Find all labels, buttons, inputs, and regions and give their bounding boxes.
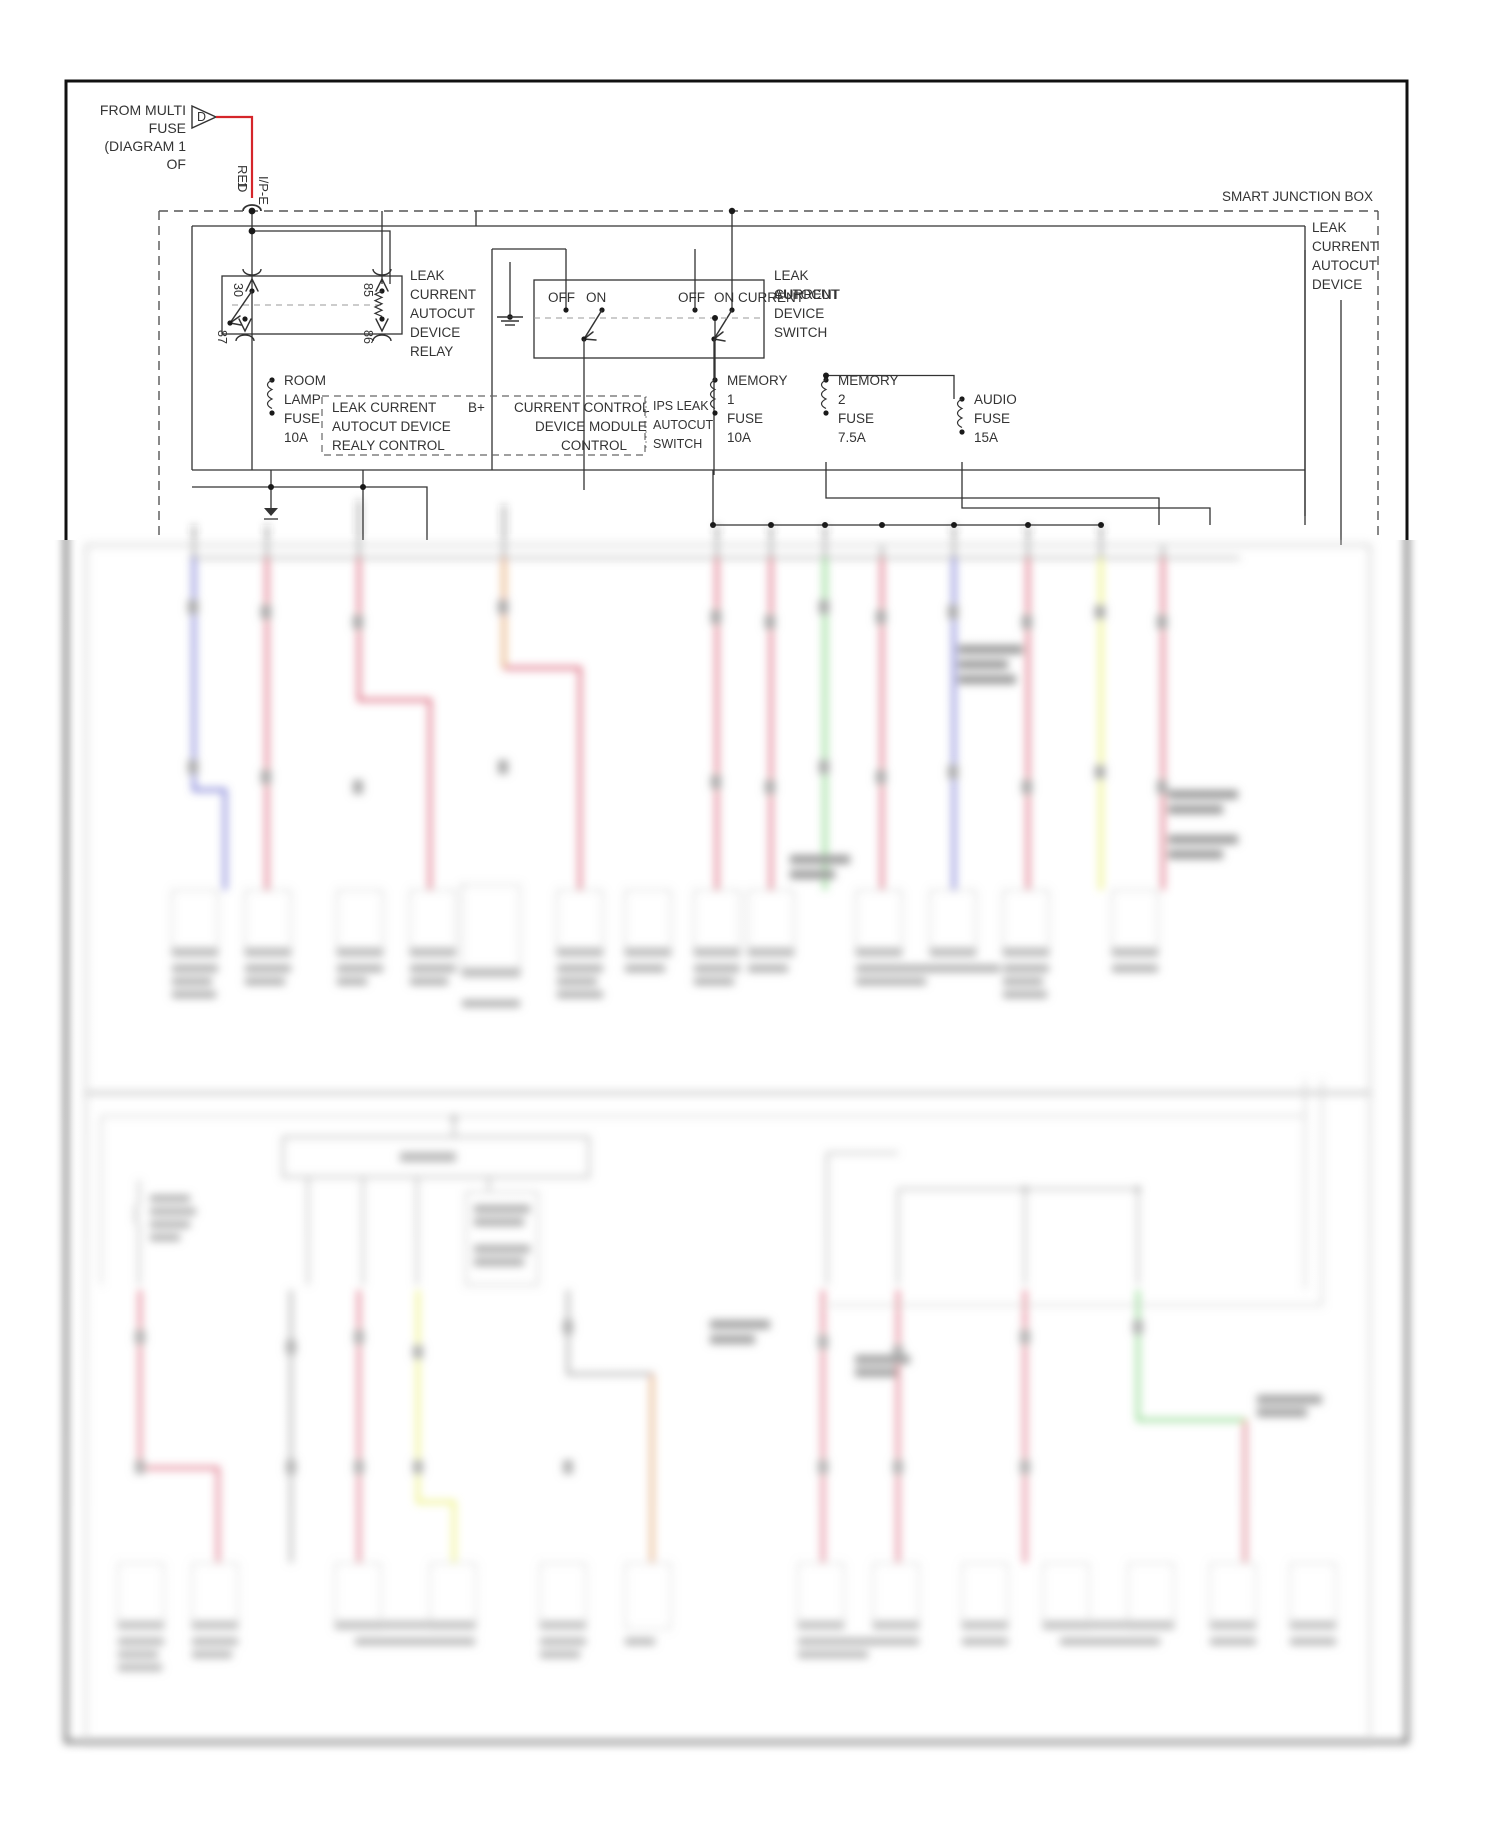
svg-text:DEVICE: DEVICE (774, 306, 824, 321)
svg-text:DEVICE: DEVICE (1312, 277, 1362, 292)
svg-text:(DIAGRAM 1: (DIAGRAM 1 (104, 138, 186, 154)
svg-text:AUTOCUT: AUTOCUT (774, 287, 839, 302)
svg-text:FROM MULTI: FROM MULTI (100, 102, 186, 118)
svg-text:10A: 10A (284, 430, 308, 445)
svg-text:1: 1 (235, 182, 250, 189)
svg-text:OF: OF (167, 156, 186, 172)
svg-text:AUTOCUT: AUTOCUT (1312, 258, 1377, 273)
svg-text:7.5A: 7.5A (838, 430, 866, 445)
svg-text:LEAK CURRENT: LEAK CURRENT (332, 400, 436, 415)
svg-text:LAMP: LAMP (284, 392, 321, 407)
svg-text:MEMORY: MEMORY (727, 373, 788, 388)
svg-text:CURRENT CONTROL: CURRENT CONTROL (514, 400, 650, 415)
svg-text:RELAY: RELAY (410, 344, 453, 359)
svg-text:10A: 10A (727, 430, 751, 445)
svg-text:AUDIO: AUDIO (974, 392, 1017, 407)
svg-text:OFF: OFF (678, 290, 705, 305)
svg-text:FUSE: FUSE (838, 411, 874, 426)
svg-text:FUSE: FUSE (149, 120, 186, 136)
svg-text:SWITCH: SWITCH (774, 325, 827, 340)
svg-text:AUTOCUT: AUTOCUT (410, 306, 475, 321)
svg-text:ON: ON (586, 290, 606, 305)
svg-text:CURRENT: CURRENT (410, 287, 476, 302)
svg-text:85: 85 (361, 283, 375, 297)
svg-text:LEAK: LEAK (774, 268, 809, 283)
svg-text:DEVICE MODULE: DEVICE MODULE (535, 419, 647, 434)
svg-text:I/P-E: I/P-E (256, 176, 271, 205)
svg-text:86: 86 (361, 330, 375, 344)
svg-text:AUTOCUT DEVICE: AUTOCUT DEVICE (332, 419, 451, 434)
svg-text:ROOM: ROOM (284, 373, 326, 388)
svg-text:SWITCH: SWITCH (653, 437, 702, 451)
svg-text:15A: 15A (974, 430, 998, 445)
svg-text:OFF: OFF (548, 290, 575, 305)
svg-text:FUSE: FUSE (974, 411, 1010, 426)
svg-text:B+: B+ (468, 400, 485, 415)
svg-text:1: 1 (727, 392, 735, 407)
svg-text:CURRENT: CURRENT (1312, 239, 1378, 254)
svg-text:AUTOCUT: AUTOCUT (653, 418, 714, 432)
svg-text:REALY CONTROL: REALY CONTROL (332, 438, 445, 453)
svg-text:FUSE: FUSE (727, 411, 763, 426)
svg-text:2: 2 (838, 392, 846, 407)
svg-text:CONTROL: CONTROL (561, 438, 627, 453)
svg-text:87: 87 (215, 330, 229, 344)
svg-text:LEAK: LEAK (410, 268, 445, 283)
svg-text:SMART JUNCTION BOX: SMART JUNCTION BOX (1222, 189, 1373, 204)
svg-text:IPS LEAK: IPS LEAK (653, 399, 709, 413)
svg-text:D: D (197, 110, 206, 124)
svg-text:DEVICE: DEVICE (410, 325, 460, 340)
svg-text:LEAK: LEAK (1312, 220, 1347, 235)
svg-text:30: 30 (231, 283, 245, 297)
svg-text:FUSE: FUSE (284, 411, 320, 426)
